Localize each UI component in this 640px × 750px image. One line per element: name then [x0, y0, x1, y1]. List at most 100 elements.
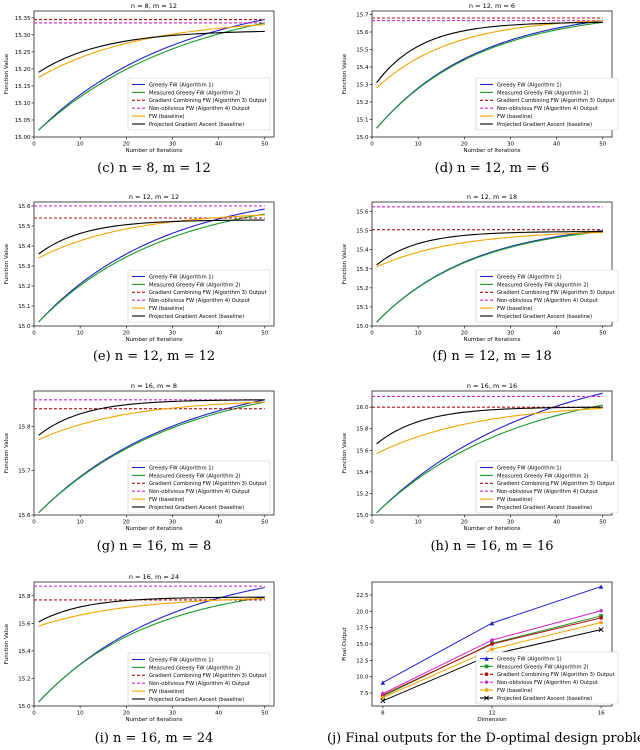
- y-tick-label: 15.4: [356, 65, 369, 71]
- legend-item: Measured Greedy FW (Algorithm 2): [149, 90, 241, 96]
- legend-item: Non-oblivious FW (Algorithm 4) Output: [497, 106, 598, 112]
- legend-item: FW (baseline): [497, 114, 533, 120]
- y-tick-label: 17.5: [356, 626, 369, 632]
- data-point: [598, 584, 604, 589]
- y-tick-label: 15.8: [18, 594, 31, 600]
- x-tick-label: 50: [261, 711, 268, 717]
- legend-item: Non-oblivious FW (Algorithm 4) Output: [149, 298, 250, 304]
- x-tick-label: 10: [415, 331, 422, 337]
- x-tick-label: 16: [598, 711, 605, 717]
- y-tick-label: 15.25: [15, 50, 31, 56]
- panel-caption: (d) n = 12, m = 6: [435, 161, 550, 176]
- chart-title: n = 12, m = 6: [469, 2, 515, 10]
- chart-panel-2: n = 12, m = 12 0 10 20 30 40 50 15.0 15.1 15.2 15.…: [4, 193, 275, 364]
- series-line-1: [38, 22, 265, 131]
- legend-item: Gradient Combining FW (Algorithm 3) Outp…: [497, 290, 615, 296]
- legend-item: Measured Greedy FW (Algorithm 2): [497, 282, 589, 288]
- legend-item: Greedy FW (Algorithm 1): [497, 465, 562, 471]
- data-point: [484, 672, 489, 677]
- y-tick-label: 15.4: [356, 470, 369, 476]
- x-tick-label: 50: [599, 142, 606, 148]
- x-tick-label: 40: [215, 520, 222, 526]
- legend-box: [475, 460, 619, 514]
- series-line-1: [38, 213, 265, 323]
- legend-box: [127, 77, 271, 131]
- y-tick-label: 20.0: [356, 609, 369, 615]
- series-line-1: [376, 404, 603, 514]
- data-point: [490, 647, 494, 652]
- y-axis-label: Function Value: [4, 53, 10, 94]
- chart-panel-4: n = 16, m = 8 0 10 20 30 40 50 15.6 15.7 15.8 Numb…: [4, 382, 275, 554]
- series-line-1: [38, 596, 265, 703]
- y-tick-label: 15.1: [356, 118, 368, 124]
- legend-item: Greedy FW (Algorithm 1): [149, 82, 214, 88]
- y-tick-label: 15.15: [15, 84, 31, 90]
- x-tick-label: 10: [77, 711, 84, 717]
- series-line-4: [376, 231, 603, 268]
- legend-item: FW (baseline): [149, 689, 185, 695]
- series-line-5: [38, 30, 265, 73]
- x-tick-label: 40: [553, 331, 560, 337]
- x-tick-label: 20: [461, 142, 468, 148]
- chart-title: n = 16, m = 16: [467, 382, 517, 390]
- y-tick-label: 15.0: [356, 642, 369, 648]
- data-point: [484, 656, 489, 661]
- series-line-5: [376, 21, 603, 84]
- y-axis-label: Function Value: [342, 432, 348, 473]
- x-tick-label: 10: [415, 142, 422, 148]
- x-tick-label: 0: [370, 142, 374, 148]
- legend-item: Projected Gradient Ascent (baseline): [497, 696, 592, 702]
- y-axis-label: Function Value: [342, 243, 348, 284]
- legend-item: Gradient Combining FW (Algorithm 3) Outp…: [497, 481, 615, 487]
- series-line-5: [38, 596, 265, 623]
- legend-item: Measured Greedy FW (Algorithm 2): [149, 282, 241, 288]
- y-tick-label: 16.0: [356, 405, 369, 411]
- series-line-4: [376, 407, 603, 455]
- legend-box: [127, 652, 271, 706]
- legend-item: Non-oblivious FW (Algorithm 4) Output: [497, 680, 598, 686]
- y-tick-label: 15.7: [356, 13, 369, 19]
- data-point: [599, 614, 603, 618]
- x-tick-label: 40: [215, 142, 222, 148]
- x-tick-label: 20: [123, 711, 130, 717]
- y-tick-label: 15.2: [356, 100, 368, 106]
- legend-item: FW (baseline): [149, 114, 185, 120]
- legend-item: Greedy FW (Algorithm 1): [497, 82, 562, 88]
- x-axis-label: Number of Iterations: [463, 337, 520, 343]
- y-tick-label: 15.4: [18, 244, 31, 250]
- legend: Greedy FW (Algorithm 1) Measured Greedy F…: [475, 460, 619, 514]
- legend-item: Non-oblivious FW (Algorithm 4) Output: [497, 489, 598, 495]
- series-line-4: [38, 214, 265, 259]
- legend-item: FW (baseline): [149, 497, 185, 503]
- x-tick-label: 20: [461, 520, 468, 526]
- x-tick-label: 40: [553, 142, 560, 148]
- series-group: [372, 17, 603, 129]
- chart-title: n = 16, m = 8: [131, 382, 177, 390]
- series-line-1: [376, 231, 603, 323]
- data-point: [483, 695, 490, 701]
- data-point: [381, 695, 385, 700]
- y-axis-label: Final Output: [342, 626, 348, 660]
- series-group: [34, 205, 265, 323]
- legend-item: Measured Greedy FW (Algorithm 2): [497, 90, 589, 96]
- legend-box: [475, 651, 619, 705]
- y-tick-label: 15.4: [356, 248, 369, 254]
- data-point: [490, 642, 494, 646]
- legend-item: Greedy FW (Algorithm 1): [149, 465, 214, 471]
- legend-item: Projected Gradient Ascent (baseline): [497, 505, 592, 511]
- legend-item: Non-oblivious FW (Algorithm 4) Output: [149, 681, 250, 687]
- y-tick-label: 15.5: [356, 229, 369, 235]
- x-tick-label: 0: [370, 520, 374, 526]
- legend-item: Measured Greedy FW (Algorithm 2): [497, 664, 589, 670]
- legend: Greedy FW (Algorithm 1) Measured Greedy F…: [127, 269, 271, 323]
- chart-panel-0: n = 8, m = 12 0 10 20 30 40 50 15.00 15.05 15.10 1…: [4, 2, 275, 176]
- y-tick-label: 15.3: [356, 267, 369, 273]
- legend: Greedy FW (Algorithm 1) Measured Greedy F…: [127, 652, 271, 706]
- series-line-5: [38, 219, 265, 255]
- data-point: [489, 620, 495, 626]
- data-point: [380, 680, 386, 685]
- y-tick-label: 12.5: [356, 658, 369, 664]
- legend: Greedy FW (Algorithm 1) Measured Greedy F…: [475, 651, 619, 705]
- legend: Greedy FW (Algorithm 1) Measured Greedy F…: [127, 77, 271, 131]
